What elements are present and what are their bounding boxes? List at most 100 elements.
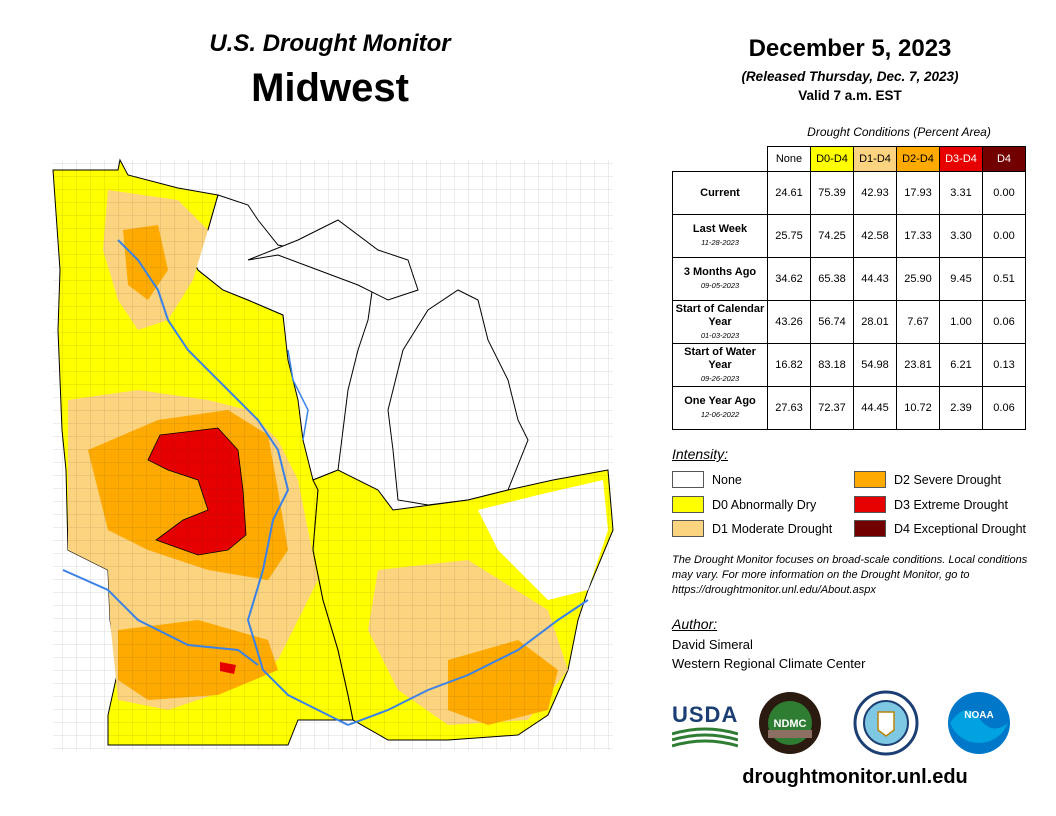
cell-d2: 17.93 bbox=[896, 171, 940, 215]
legend-label: D1 Moderate Drought bbox=[712, 521, 833, 536]
legend-label: None bbox=[712, 472, 742, 487]
col-header-d1-d4: D1-D4 bbox=[853, 146, 897, 172]
col-header-none: None bbox=[767, 146, 811, 172]
row-date: 09-26-2023 bbox=[700, 373, 740, 383]
map-header: U.S. Drought Monitor Midwest bbox=[150, 30, 510, 111]
drought-map bbox=[52, 158, 614, 750]
release-date: (Released Thursday, Dec. 7, 2023) bbox=[741, 69, 959, 84]
table-row-current: Current 24.61 75.39 42.93 17.93 3.31 0.0… bbox=[672, 171, 1026, 215]
row-label-text: Current bbox=[700, 186, 740, 199]
county-boundaries bbox=[53, 160, 613, 750]
legend-swatch bbox=[672, 496, 704, 513]
noaa-logo-text: NOAA bbox=[964, 710, 993, 721]
row-date: 11-28-2023 bbox=[701, 238, 739, 247]
legend-item-d1: D1 Moderate Drought bbox=[672, 520, 832, 537]
cell-none: 16.82 bbox=[767, 343, 811, 387]
legend-swatch bbox=[854, 520, 886, 537]
row-date: 01-03-2023 bbox=[700, 330, 740, 340]
usda-logo: USDA bbox=[671, 702, 739, 748]
row-label-text: Start of Water Year bbox=[684, 345, 756, 371]
row-label-text: One Year Ago bbox=[684, 395, 756, 407]
doc-seal-logo bbox=[853, 690, 919, 756]
cell-d3: 2.39 bbox=[939, 386, 983, 430]
row-label: Start of Calendar Year 01-03-2023 bbox=[672, 300, 768, 344]
cell-d0: 65.38 bbox=[810, 257, 854, 301]
cell-d4: 0.06 bbox=[982, 386, 1026, 430]
cell-d1: 28.01 bbox=[853, 300, 897, 344]
river-missouri bbox=[62, 569, 259, 666]
site-url[interactable]: droughtmonitor.unl.edu bbox=[742, 766, 968, 788]
cell-d1: 44.43 bbox=[853, 257, 897, 301]
cell-none: 24.61 bbox=[767, 171, 811, 215]
noaa-logo: NOAA bbox=[948, 692, 1010, 754]
row-label: Last Week 11-28-2023 bbox=[672, 214, 768, 258]
map-date: December 5, 2023 bbox=[748, 35, 952, 62]
table-row-calendar-year: Start of Calendar Year 01-03-2023 43.26 5… bbox=[672, 300, 1026, 344]
row-date: 12-06-2022 bbox=[700, 410, 740, 419]
author-label: Author: bbox=[672, 616, 718, 632]
region-title: Midwest bbox=[251, 66, 409, 110]
legend-swatch bbox=[672, 471, 704, 488]
legend-label: D2 Severe Drought bbox=[894, 472, 1002, 487]
map-title: U.S. Drought Monitor bbox=[209, 30, 451, 57]
legend-item-d0: D0 Abnormally Dry bbox=[672, 496, 816, 513]
cell-d0: 56.74 bbox=[810, 300, 854, 344]
cell-d3: 1.00 bbox=[939, 300, 983, 344]
river-wisconsin bbox=[287, 349, 309, 441]
cell-d2: 23.81 bbox=[896, 343, 940, 387]
legend-label: D4 Exceptional Drought bbox=[894, 521, 1027, 536]
table-header-row: None D0-D4 D1-D4 D2-D4 D3-D4 D4 bbox=[673, 146, 1026, 172]
legend-label: D0 Abnormally Dry bbox=[712, 497, 817, 512]
table-corner bbox=[673, 147, 768, 172]
row-label: Current bbox=[672, 171, 768, 215]
legend-item-none: None bbox=[672, 471, 742, 488]
table-row-3-months: 3 Months Ago 09-05-2023 34.62 65.38 44.43… bbox=[672, 257, 1026, 301]
cell-none: 34.62 bbox=[767, 257, 811, 301]
legend-swatch bbox=[854, 496, 886, 513]
legend-item-d3: D3 Extreme Drought bbox=[854, 496, 1008, 513]
row-label: 3 Months Ago 09-05-2023 bbox=[672, 257, 768, 301]
author-name: David Simeral bbox=[672, 637, 753, 652]
legend-item-d4: D4 Exceptional Drought bbox=[854, 520, 1026, 537]
cell-d0: 72.37 bbox=[810, 386, 854, 430]
cell-none: 25.75 bbox=[767, 214, 811, 258]
cell-none: 27.63 bbox=[767, 386, 811, 430]
legend-swatch bbox=[854, 471, 886, 488]
usda-logo-text: USDA bbox=[672, 702, 739, 727]
river-ohio bbox=[347, 599, 589, 726]
legend-swatch bbox=[672, 520, 704, 537]
cell-d2: 17.33 bbox=[896, 214, 940, 258]
table-caption: Drought Conditions (Percent Area) bbox=[807, 125, 991, 139]
river-mississippi bbox=[117, 239, 349, 726]
col-header-d0-d4: D0-D4 bbox=[810, 146, 854, 172]
valid-time: Valid 7 a.m. EST bbox=[798, 88, 902, 103]
cell-d3: 3.30 bbox=[939, 214, 983, 258]
cell-d2: 7.67 bbox=[896, 300, 940, 344]
row-label-text: 3 Months Ago bbox=[683, 266, 757, 278]
cell-d4: 0.00 bbox=[982, 214, 1026, 258]
col-header-d4: D4 bbox=[982, 146, 1026, 172]
cell-d2: 25.90 bbox=[896, 257, 940, 301]
row-label: One Year Ago 12-06-2022 bbox=[672, 386, 768, 430]
col-header-d2-d4: D2-D4 bbox=[896, 146, 940, 172]
cell-d4: 0.06 bbox=[982, 300, 1026, 344]
cell-d0: 83.18 bbox=[810, 343, 854, 387]
disclaimer-text: The Drought Monitor focuses on broad-sca… bbox=[672, 554, 1028, 596]
cell-d4: 0.51 bbox=[982, 257, 1026, 301]
legend-item-d2: D2 Severe Drought bbox=[854, 471, 1001, 488]
table-row-one-year: One Year Ago 12-06-2022 27.63 72.37 44.45… bbox=[672, 386, 1026, 430]
row-label: Start of Water Year 09-26-2023 bbox=[672, 343, 768, 387]
cell-d4: 0.13 bbox=[982, 343, 1026, 387]
row-label-text: Last Week bbox=[692, 223, 748, 235]
usda-logo-graphic bbox=[671, 727, 739, 748]
cell-d1: 44.45 bbox=[853, 386, 897, 430]
drought-conditions-table: None D0-D4 D1-D4 D2-D4 D3-D4 D4 Current … bbox=[672, 146, 1026, 430]
cell-d1: 42.93 bbox=[853, 171, 897, 215]
row-date: 09-05-2023 bbox=[700, 281, 740, 290]
table-row-water-year: Start of Water Year 09-26-2023 16.82 83.1… bbox=[672, 343, 1026, 387]
table-row-last-week: Last Week 11-28-2023 25.75 74.25 42.58 17… bbox=[672, 214, 1026, 258]
legend-title: Intensity: bbox=[672, 446, 729, 462]
legend-label: D3 Extreme Drought bbox=[894, 497, 1008, 512]
cell-d3: 9.45 bbox=[939, 257, 983, 301]
cell-none: 43.26 bbox=[767, 300, 811, 344]
